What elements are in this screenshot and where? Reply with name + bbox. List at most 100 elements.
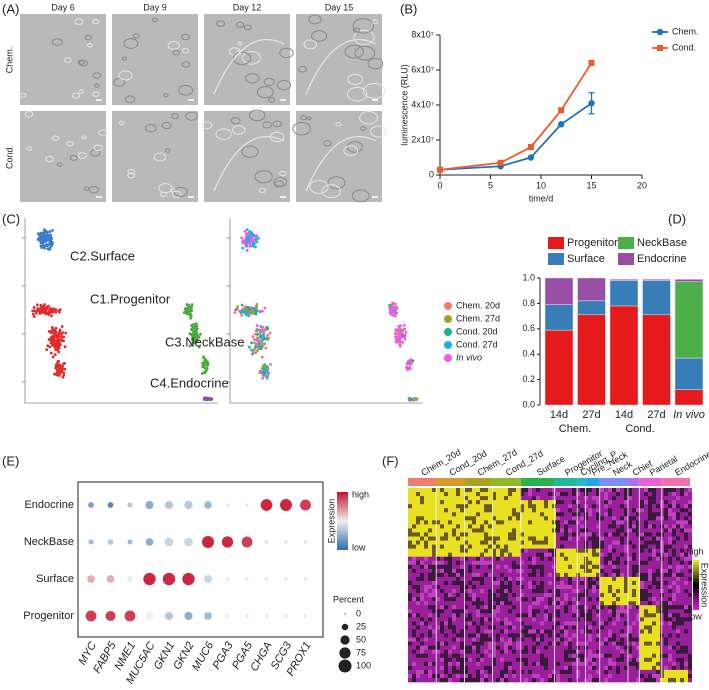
heat-cell [672,520,676,524]
heat-cell [524,488,528,492]
heat-cell [688,642,692,646]
heat-cell [432,516,436,520]
heat-cell [616,658,620,662]
heat-cell [644,650,648,654]
cell-point [408,362,411,365]
heat-cell [620,609,624,613]
dot [246,578,249,581]
heat-cell [524,597,528,601]
heat-cell [564,605,568,609]
heat-cell [620,528,624,532]
heat-cell [420,524,424,528]
heat-cell [560,625,564,629]
heat-cell [516,613,520,617]
heat-cell [572,545,576,549]
heat-cell [428,549,432,553]
heat-cell [624,573,628,577]
heat-cell [576,520,580,524]
cell-point [253,307,256,310]
heat-cell [620,658,624,662]
heat-cell [568,670,572,674]
heat-cell [620,650,624,654]
heat-cell [424,561,428,565]
heat-cell [632,597,636,601]
heat-cell [504,581,508,585]
heat-cell [564,553,568,557]
heat-cell [688,605,692,609]
heat-cell [432,524,436,528]
heat-cell [600,492,604,496]
heat-cell [640,585,644,589]
heat-cell [656,629,660,633]
cell-point [53,373,56,376]
heat-cell [600,520,604,524]
heat-cell [580,549,584,553]
heat-cell [580,601,584,605]
heat-cell [652,585,656,589]
heat-cell [448,488,452,492]
heat-cell [516,528,520,532]
heat-cell [544,625,548,629]
heat-cell [484,581,488,585]
heat-cell [608,613,612,617]
heat-cell [532,674,536,678]
heat-cell [496,500,500,504]
heat-cell [508,654,512,658]
heat-cell [484,601,488,605]
heat-cell [676,593,680,597]
heat-cell [592,492,596,496]
heat-cell [460,537,464,541]
heat-cell [604,654,608,658]
heat-cell [476,654,480,658]
heat-cell [428,597,432,601]
heat-cell [408,597,412,601]
heat-cell [476,609,480,613]
heat-cell [676,674,680,678]
panel-label: (D) [668,211,686,226]
heat-cell [612,670,616,674]
cell-point [249,237,252,240]
cell-point [57,360,60,363]
heat-cell [644,577,648,581]
heat-cell [516,617,520,621]
heat-cell [428,488,432,492]
heat-cell [644,658,648,662]
annotation-bar [577,478,585,486]
heat-cell [560,508,564,512]
heat-cell [472,569,476,573]
heat-cell [528,512,532,516]
heat-cell [500,601,504,605]
heat-cell [516,638,520,642]
heat-cell [532,662,536,666]
heat-cell [580,541,584,545]
heat-cell [552,516,556,520]
heat-cell [656,662,660,666]
heat-cell [460,621,464,625]
heat-cell [508,646,512,650]
heat-cell [424,520,428,524]
heat-cell [572,650,576,654]
cell-point [409,367,412,370]
heat-cell [508,561,512,565]
heat-cell [444,678,448,682]
heat-cell [408,638,412,642]
x-tick-label: MUC6 [190,639,216,673]
heat-cell [472,642,476,646]
heat-cell [524,528,528,532]
heat-cell [688,621,692,625]
heat-cell [512,674,516,678]
heat-cell [604,634,608,638]
heat-cell [480,629,484,633]
annotation-bar [464,478,492,486]
heat-cell [508,565,512,569]
heat-cell [580,512,584,516]
heat-cell [416,642,420,646]
heat-cell [684,674,688,678]
heat-cell [576,553,580,557]
cell-point [50,315,53,318]
heat-cell [524,625,528,629]
heat-cell [576,492,580,496]
heat-cell [592,634,596,638]
heat-cell [416,549,420,553]
heat-cell [624,658,628,662]
